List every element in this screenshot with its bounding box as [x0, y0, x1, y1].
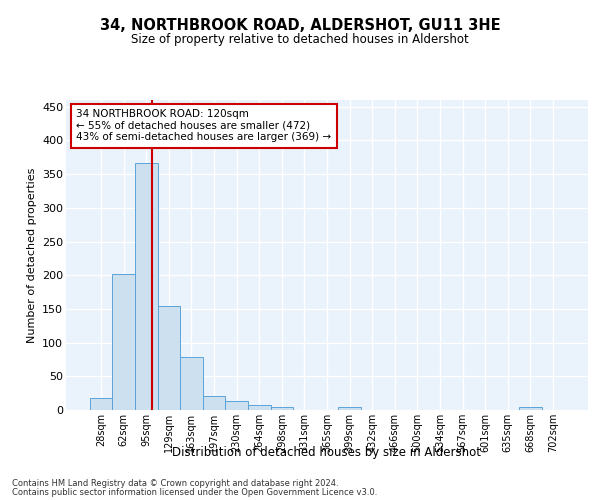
Text: Contains public sector information licensed under the Open Government Licence v3: Contains public sector information licen…: [12, 488, 377, 497]
Bar: [203, 396, 226, 410]
Bar: [135, 162, 158, 410]
Bar: [158, 306, 180, 410]
Bar: [180, 357, 203, 410]
Bar: [90, 398, 112, 410]
Text: Size of property relative to detached houses in Aldershot: Size of property relative to detached ho…: [131, 32, 469, 46]
Text: 34, NORTHBROOK ROAD, ALDERSHOT, GU11 3HE: 34, NORTHBROOK ROAD, ALDERSHOT, GU11 3HE: [100, 18, 500, 32]
Bar: [112, 274, 135, 410]
Bar: [248, 404, 271, 410]
Bar: [226, 400, 248, 410]
Bar: [338, 406, 361, 410]
Text: Distribution of detached houses by size in Aldershot: Distribution of detached houses by size …: [173, 446, 482, 459]
Text: 34 NORTHBROOK ROAD: 120sqm
← 55% of detached houses are smaller (472)
43% of sem: 34 NORTHBROOK ROAD: 120sqm ← 55% of deta…: [76, 110, 332, 142]
Y-axis label: Number of detached properties: Number of detached properties: [26, 168, 37, 342]
Bar: [271, 406, 293, 410]
Bar: [519, 406, 542, 410]
Text: Contains HM Land Registry data © Crown copyright and database right 2024.: Contains HM Land Registry data © Crown c…: [12, 479, 338, 488]
